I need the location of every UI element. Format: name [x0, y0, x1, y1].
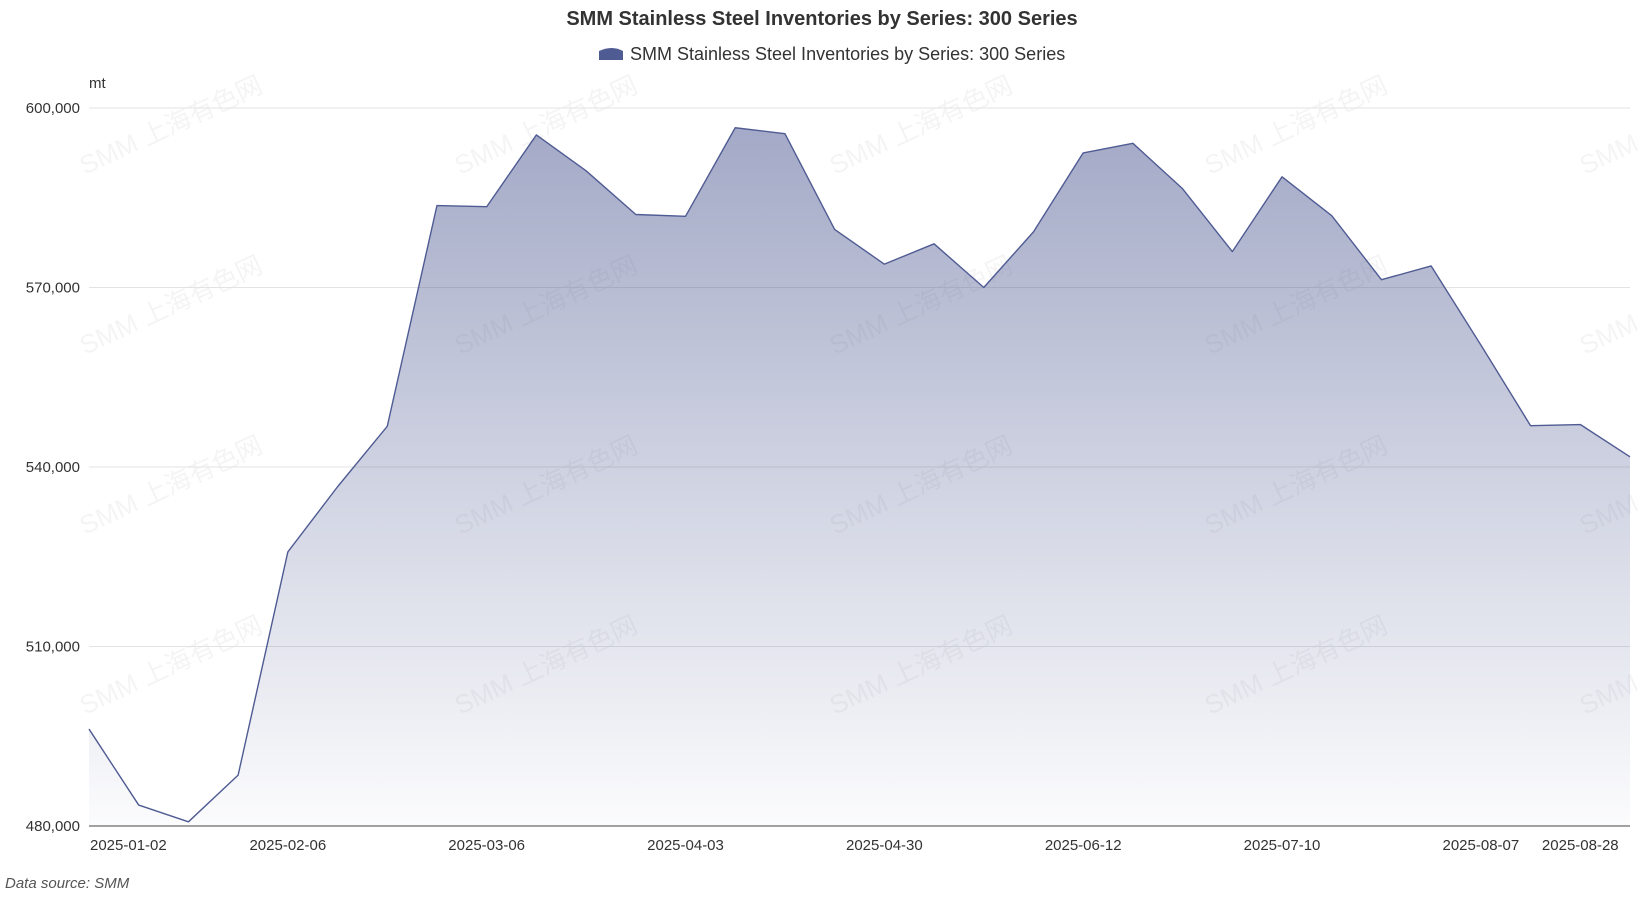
x-tick-label: 2025-03-06	[448, 837, 525, 854]
series-line[interactable]	[88, 127, 1631, 823]
y-axis-unit: mt	[89, 75, 106, 92]
x-tick-label: 2025-08-28	[1542, 837, 1619, 854]
x-tick-label: 2025-08-07	[1443, 837, 1520, 854]
x-tick-label: 2025-07-10	[1244, 837, 1321, 854]
y-tick-label: 600,000	[26, 100, 80, 117]
y-tick-label: 480,000	[26, 818, 80, 835]
x-tick-label: 2025-04-30	[846, 837, 923, 854]
chart-title: SMM Stainless Steel Inventories by Serie…	[566, 8, 1077, 30]
y-tick-label: 570,000	[26, 280, 80, 297]
y-tick-layer: 480,000 510,000 540,000 570,000 600,000	[26, 100, 80, 835]
legend[interactable]: SMM Stainless Steel Inventories by Serie…	[599, 44, 1065, 64]
watermark-text: SMM 上海有色网	[1575, 250, 1644, 361]
watermark-text: SMM 上海有色网	[75, 430, 267, 541]
x-tick-label: 2025-06-12	[1045, 837, 1122, 854]
x-tick-label: 2025-04-03	[647, 837, 724, 854]
watermark-text: SMM 上海有色网	[75, 610, 267, 721]
watermark-text: SMM 上海有色网	[825, 70, 1017, 181]
data-source: Data source: SMM	[5, 875, 130, 892]
watermark-text: SMM 上海有色网	[1200, 70, 1392, 181]
x-tick-label: 2025-01-02	[90, 837, 167, 854]
series-area	[89, 127, 1630, 826]
watermark-text: SMM 上海有色网	[75, 250, 267, 361]
x-tick-label: 2025-02-06	[249, 837, 326, 854]
y-tick-label: 540,000	[26, 459, 80, 476]
legend-area-icon	[599, 48, 623, 60]
legend-label: SMM Stainless Steel Inventories by Serie…	[630, 44, 1065, 64]
x-tick-layer: 2025-01-02 2025-02-06 2025-03-06 2025-04-03…	[90, 837, 1619, 854]
y-tick-label: 510,000	[26, 639, 80, 656]
watermark-text: SMM 上海有色网	[1575, 70, 1644, 181]
